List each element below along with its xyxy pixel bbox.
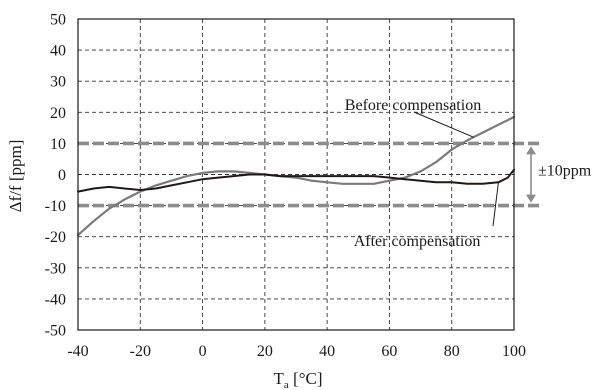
x-tick-label: 0 <box>199 343 207 360</box>
y-tick-label: 30 <box>50 74 66 91</box>
y-axis-label: Δf/f [ppm] <box>6 140 25 213</box>
y-tick-label: 0 <box>58 167 66 184</box>
grid <box>78 19 514 330</box>
x-axis-label: Ta [°C] <box>274 369 323 390</box>
y-tick-label: -20 <box>45 229 66 246</box>
series-after-compensation <box>77 168 515 193</box>
x-tick-label: 20 <box>257 343 273 360</box>
plot-frame <box>77 18 515 331</box>
y-axis-ticks: 50 40 30 20 10 0 -10 -20 -30 -40 -50 <box>45 12 66 340</box>
x-tick-label: -20 <box>130 343 151 360</box>
x-tick-label: 80 <box>444 343 460 360</box>
y-tick-label: -30 <box>45 260 66 277</box>
x-axis-label-unit: [°C] <box>289 369 323 388</box>
x-tick-label: 60 <box>381 343 397 360</box>
annotations: Before compensation After compensation <box>345 97 499 250</box>
series-before-compensation <box>76 115 516 237</box>
range-arrow-head-up <box>526 146 536 155</box>
x-tick-label: 100 <box>502 343 526 360</box>
range-label: ±10ppm <box>538 163 592 180</box>
range-indicator: ±10ppm <box>526 146 592 203</box>
y-tick-label: -10 <box>45 198 66 215</box>
annotation-before-compensation: Before compensation <box>345 97 481 114</box>
x-tick-label: -40 <box>67 343 88 360</box>
y-tick-label: 50 <box>50 12 66 29</box>
x-axis-label-main: T <box>274 369 285 388</box>
x-axis-label-subscript: a <box>284 379 289 390</box>
annotation-after-compensation: After compensation <box>354 233 481 250</box>
y-tick-label: 40 <box>50 43 66 60</box>
series-lines <box>76 115 516 237</box>
y-tick-label: -40 <box>45 291 66 308</box>
y-tick-label: 20 <box>50 105 66 122</box>
annotation-leader-before <box>413 111 474 138</box>
annotation-leader-after <box>492 182 499 227</box>
x-tick-label: 40 <box>319 343 335 360</box>
y-tick-label: -50 <box>45 323 66 340</box>
x-axis-ticks: -40 -20 0 20 40 60 80 100 <box>67 343 526 360</box>
y-tick-label: 10 <box>50 136 66 153</box>
range-arrow-head-down <box>526 194 536 203</box>
